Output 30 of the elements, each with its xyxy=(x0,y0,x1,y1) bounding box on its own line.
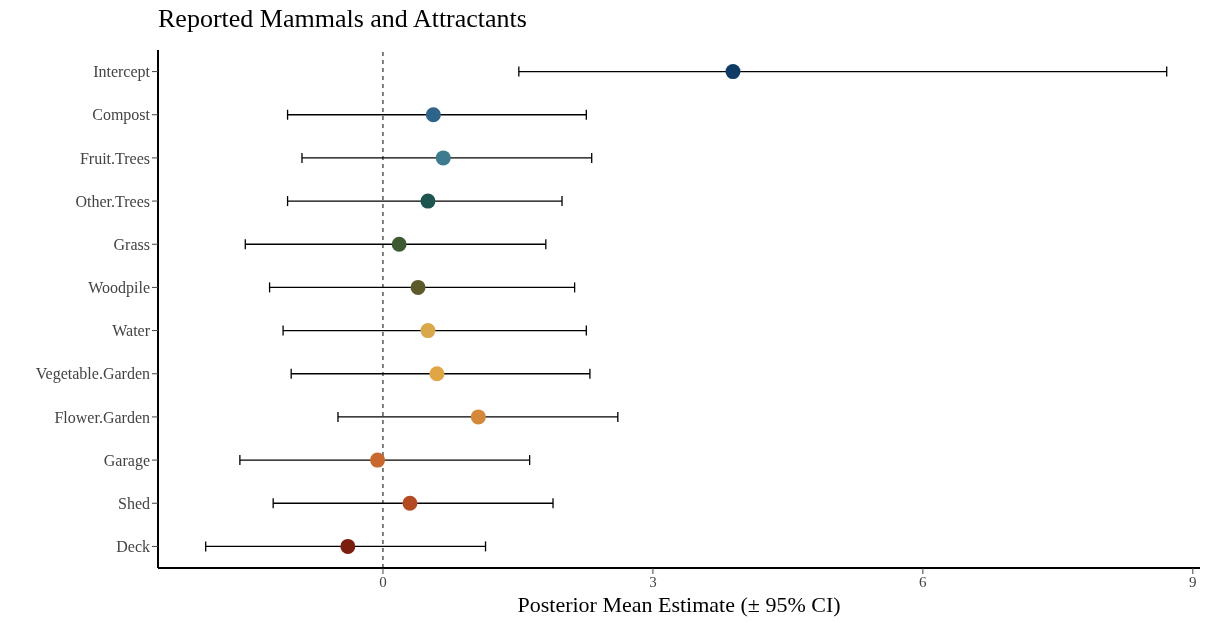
chart-title: Reported Mammals and Attractants xyxy=(158,4,527,34)
point xyxy=(435,150,451,166)
y-tick-label: Compost xyxy=(92,106,151,125)
y-tick-label: Water xyxy=(112,322,151,340)
point xyxy=(410,279,426,295)
y-tick-label: Fruit.Trees xyxy=(79,149,150,167)
y-tick-label: Woodpile xyxy=(88,279,150,298)
y-tick-label: Intercept xyxy=(93,63,151,82)
x-tick-label: 0 xyxy=(379,573,387,590)
point xyxy=(370,452,386,468)
y-tick-label: Deck xyxy=(116,538,150,556)
point xyxy=(391,236,407,252)
point xyxy=(420,323,436,339)
x-tick-label: 9 xyxy=(1189,573,1197,590)
point xyxy=(425,107,441,123)
y-tick-label: Flower.Garden xyxy=(54,408,150,426)
y-tick-label: Shed xyxy=(118,494,150,512)
x-tick-label: 3 xyxy=(649,573,657,590)
point xyxy=(420,193,436,209)
y-tick-label: Other.Trees xyxy=(75,192,150,210)
point xyxy=(470,409,486,425)
point xyxy=(340,538,356,554)
y-tick-label: Garage xyxy=(103,451,150,470)
point xyxy=(429,366,445,382)
point xyxy=(725,64,741,80)
y-tick-label: Grass xyxy=(113,235,150,253)
x-axis-title: Posterior Mean Estimate (± 95% CI) xyxy=(516,592,842,618)
point xyxy=(402,495,418,511)
y-tick-label: Vegetable.Garden xyxy=(35,365,150,384)
x-tick-label: 6 xyxy=(919,573,928,590)
